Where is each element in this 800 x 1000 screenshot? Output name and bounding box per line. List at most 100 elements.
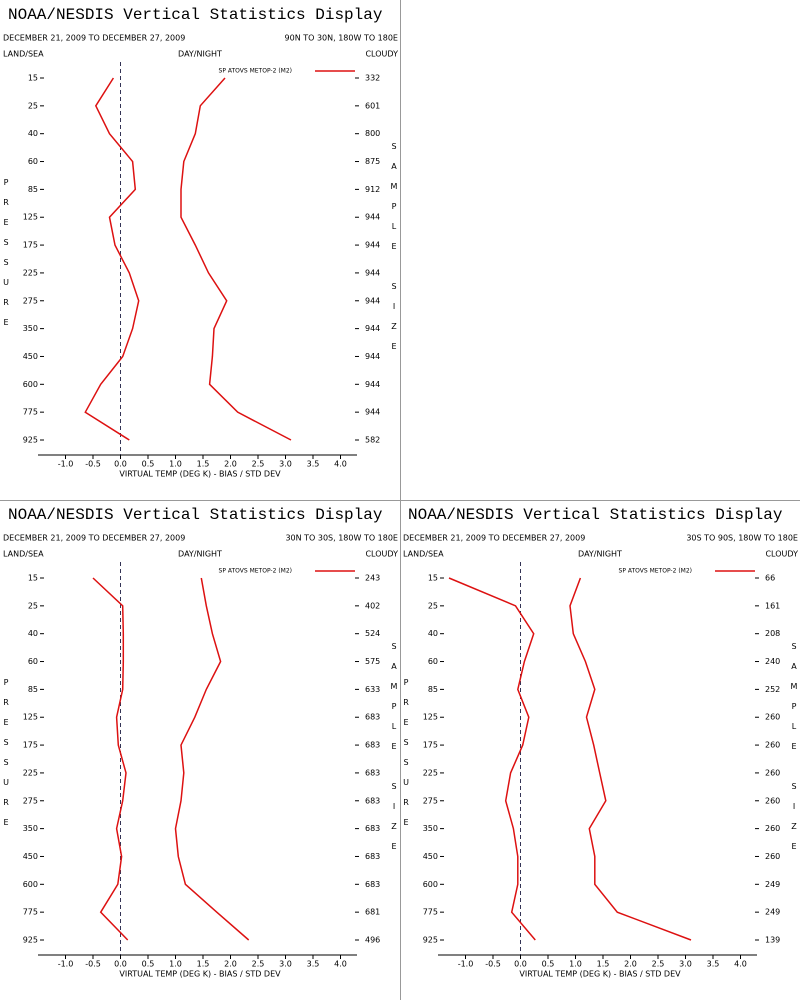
sample-size: 575 <box>365 657 380 666</box>
pressure-label: 40 <box>428 629 438 638</box>
x-tick-label: 2.0 <box>624 960 637 969</box>
pressure-label: 175 <box>423 741 438 750</box>
x-tick-label: 3.0 <box>279 460 292 469</box>
sample-size: 683 <box>365 796 380 805</box>
x-tick-label: 0.0 <box>114 460 127 469</box>
x-tick-label: 1.5 <box>197 960 210 969</box>
x-tick-label: 0.0 <box>114 960 127 969</box>
x-tick-label: 3.5 <box>307 460 320 469</box>
x-tick-label: -0.5 <box>85 460 101 469</box>
x-tick-label: 4.0 <box>334 460 347 469</box>
date-range: DECEMBER 21, 2009 TO DECEMBER 27, 2009 <box>3 34 185 43</box>
sample-size: 243 <box>365 574 380 583</box>
sample-size: 139 <box>765 936 780 945</box>
pressure-label: 25 <box>28 101 38 110</box>
sample-size: 402 <box>365 601 380 610</box>
pressure-label: 350 <box>23 324 38 333</box>
cloudy-label: CLOUDY <box>765 550 798 559</box>
x-tick-label: 1.0 <box>169 460 182 469</box>
pressure-label: 25 <box>428 601 438 610</box>
sample-size: 252 <box>765 685 780 694</box>
sample-size: 683 <box>365 713 380 722</box>
sample-size: 208 <box>765 629 780 638</box>
chart-title: NOAA/NESDIS Vertical Statistics Display <box>408 506 783 524</box>
x-tick-label: 2.5 <box>652 960 665 969</box>
x-tick-label: 0.5 <box>542 960 555 969</box>
region: 30S TO 90S, 180W TO 180E <box>686 534 798 543</box>
pressure-label: 60 <box>28 657 38 666</box>
sample-size: 944 <box>365 352 380 361</box>
day-night-label: DAY/NIGHT <box>178 50 222 59</box>
cloudy-label: CLOUDY <box>365 550 398 559</box>
legend-label: SP ATOVS METOP-2 (M2) <box>219 68 292 75</box>
land-sea-label: LAND/SEA <box>3 550 44 559</box>
x-tick-label: 3.0 <box>279 960 292 969</box>
pressure-label: 15 <box>428 574 438 583</box>
sample-size: 260 <box>765 796 780 805</box>
y-axis-label: PRESSURE <box>402 678 411 838</box>
sample-size: 683 <box>365 741 380 750</box>
x-axis-label: VIRTUAL TEMP (DEG K) - BIAS / STD DEV <box>519 970 681 979</box>
x-tick-label: 3.0 <box>679 960 692 969</box>
panel: NOAA/NESDIS Vertical Statistics Display D… <box>2 506 399 978</box>
x-tick-label: 0.5 <box>142 460 155 469</box>
profile-line <box>569 577 692 941</box>
sample-size: 161 <box>765 601 780 610</box>
pressure-label: 450 <box>23 352 38 361</box>
x-tick-label: 1.5 <box>197 460 210 469</box>
pressure-label: 275 <box>423 796 438 805</box>
x-tick-label: -1.0 <box>58 960 74 969</box>
sample-size: 240 <box>765 657 780 666</box>
sample-size: 524 <box>365 629 380 638</box>
x-axis-label: VIRTUAL TEMP (DEG K) - BIAS / STD DEV <box>119 970 281 979</box>
panel: NOAA/NESDIS Vertical Statistics Display D… <box>2 6 399 478</box>
pressure-label: 775 <box>23 908 38 917</box>
sample-size: 944 <box>365 213 380 222</box>
sample-size: 912 <box>365 185 380 194</box>
x-axis-label: VIRTUAL TEMP (DEG K) - BIAS / STD DEV <box>119 470 281 479</box>
day-night-label: DAY/NIGHT <box>578 550 622 559</box>
sample-size: 681 <box>365 908 380 917</box>
y2-axis-label: SAMPLE SIZE <box>390 642 399 862</box>
land-sea-label: LAND/SEA <box>3 50 44 59</box>
land-sea-label: LAND/SEA <box>403 550 444 559</box>
y-axis-label: PRESSURE <box>2 178 11 338</box>
pressure-label: 175 <box>23 741 38 750</box>
x-tick-label: -1.0 <box>58 460 74 469</box>
sample-size: 875 <box>365 157 380 166</box>
profile-line <box>92 577 129 941</box>
pressure-label: 60 <box>28 157 38 166</box>
sample-size: 683 <box>365 824 380 833</box>
sample-size: 249 <box>765 880 780 889</box>
x-tick-label: 3.5 <box>707 960 720 969</box>
legend-label: SP ATOVS METOP-2 (M2) <box>619 568 692 575</box>
x-tick-label: 4.0 <box>734 960 747 969</box>
x-tick-label: 2.0 <box>224 960 237 969</box>
pressure-label: 15 <box>28 574 38 583</box>
sample-size: 601 <box>365 101 380 110</box>
region: 30N TO 30S, 180W TO 180E <box>285 534 398 543</box>
pressure-label: 775 <box>23 408 38 417</box>
pressure-label: 60 <box>428 657 438 666</box>
sample-size: 332 <box>365 74 380 83</box>
legend-label: SP ATOVS METOP-2 (M2) <box>219 568 292 575</box>
x-tick-label: 1.5 <box>597 960 610 969</box>
sample-size: 944 <box>365 380 380 389</box>
sample-size: 66 <box>765 574 775 583</box>
pressure-label: 925 <box>423 936 438 945</box>
pressure-label: 275 <box>23 796 38 805</box>
pressure-label: 125 <box>423 713 438 722</box>
sample-size: 944 <box>365 324 380 333</box>
profile-line <box>448 577 536 941</box>
pressure-label: 40 <box>28 129 38 138</box>
x-tick-label: -0.5 <box>85 960 101 969</box>
pressure-label: 40 <box>28 629 38 638</box>
panel: NOAA/NESDIS Vertical Statistics Display D… <box>402 506 799 978</box>
sample-size: 582 <box>365 436 380 445</box>
sample-size: 260 <box>765 713 780 722</box>
cloudy-label: CLOUDY <box>365 50 398 59</box>
profile-line <box>84 77 140 441</box>
sample-size: 496 <box>365 936 380 945</box>
pressure-label: 775 <box>423 908 438 917</box>
sample-size: 260 <box>765 852 780 861</box>
